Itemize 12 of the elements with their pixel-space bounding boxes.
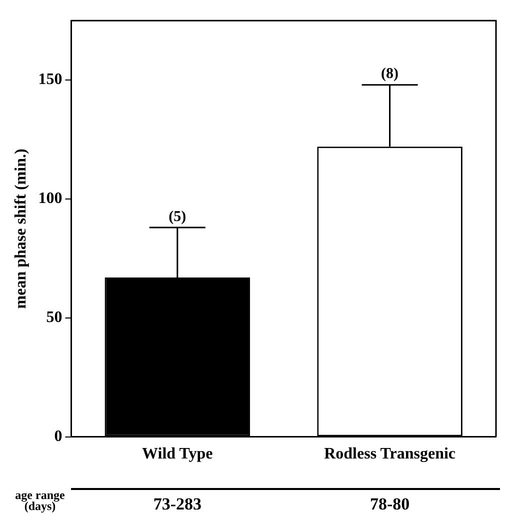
y-axis-title: mean phase shift (min.)	[12, 148, 30, 309]
annotation: (8)	[381, 66, 399, 82]
text: 73-283	[153, 494, 202, 514]
y-tick-label: 100	[38, 190, 62, 208]
y-tick-label: 0	[54, 428, 62, 445]
x-tick-label: Wild Type	[142, 446, 213, 463]
text: age range (days)	[15, 488, 66, 514]
x-tick-label: Rodless Transgenic	[324, 446, 456, 463]
y-tick-label: 50	[46, 309, 62, 326]
y-tick-label: 150	[38, 71, 62, 88]
annotation: (5)	[168, 208, 186, 225]
text: 78-80	[370, 494, 410, 514]
